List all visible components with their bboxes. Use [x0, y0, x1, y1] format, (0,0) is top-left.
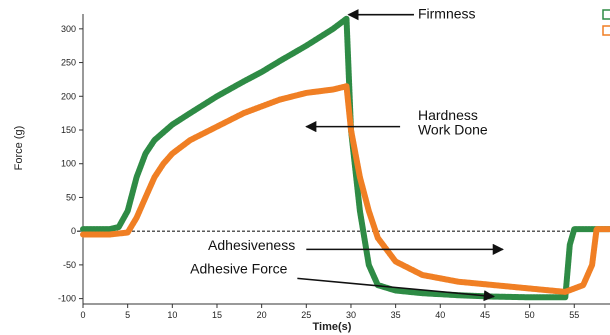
- series-line-1: [80, 15, 610, 301]
- x-tick-label: 55: [569, 310, 579, 320]
- x-axis-label: Time(s): [313, 321, 352, 333]
- x-tick-label: 15: [212, 310, 222, 320]
- series-layer: [80, 9, 610, 301]
- y-tick-label: 50: [66, 192, 76, 202]
- x-tick-label: 35: [391, 310, 401, 320]
- annotation-label: Hardness: [418, 107, 478, 123]
- y-tick-label: 250: [61, 58, 76, 68]
- annotation-label: Adhesive Force: [190, 261, 287, 277]
- x-tick-label: 0: [80, 310, 85, 320]
- x-tick-label: 50: [525, 310, 535, 320]
- x-tick-label: 5: [125, 310, 130, 320]
- annotation-label: Firmness: [418, 6, 476, 22]
- legend-swatch-1: [602, 9, 610, 20]
- y-tick-label: 0: [71, 226, 76, 236]
- y-tick-label: 100: [61, 159, 76, 169]
- x-tick-label: 30: [346, 310, 356, 320]
- annotation-label: Work Done: [418, 122, 488, 138]
- y-axis-label: Force (g): [13, 126, 25, 171]
- x-tick-label: 25: [301, 310, 311, 320]
- y-tick-label: -50: [63, 260, 76, 270]
- annotation-arrow: [297, 277, 495, 302]
- y-tick-label: 300: [61, 24, 76, 34]
- y-tick-label: 150: [61, 125, 76, 135]
- axes: -100 -50 0 50 100 150 200 250 300 0 5 10 15 20 25 30 35 4…: [58, 14, 610, 320]
- x-tick-label: 40: [435, 310, 445, 320]
- x-tick-label: 20: [257, 310, 267, 320]
- x-tick-label: 10: [167, 310, 177, 320]
- annotation-label: Adhesiveness: [208, 237, 295, 253]
- y-tick-label: -100: [58, 294, 76, 304]
- legend-swatch-2: [602, 25, 610, 36]
- y-tick-label: 200: [61, 91, 76, 101]
- x-tick-label: 45: [480, 310, 490, 320]
- series-line-2: [80, 83, 610, 295]
